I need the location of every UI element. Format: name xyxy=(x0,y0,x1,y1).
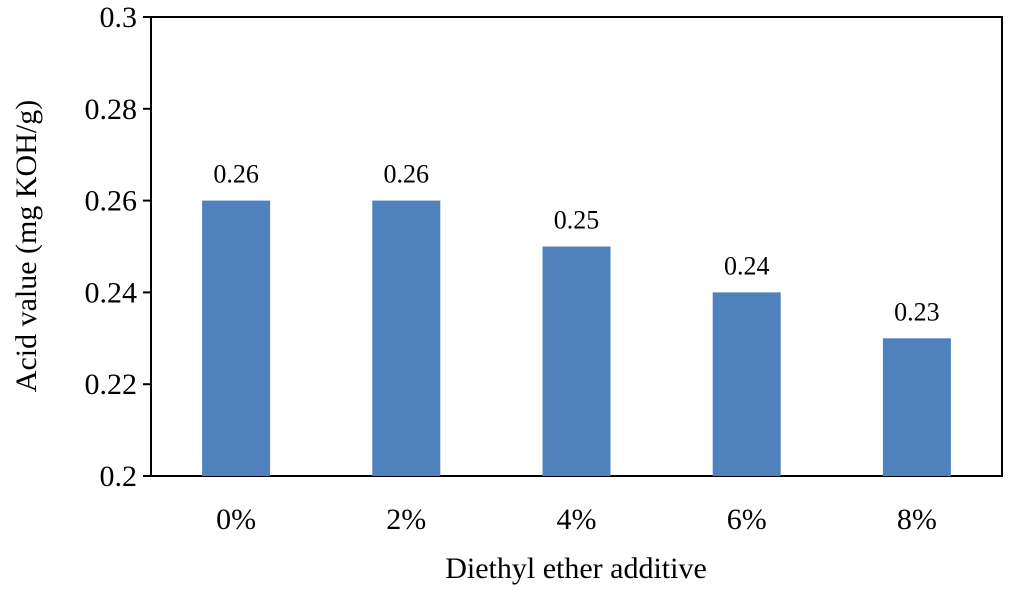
y-tick-label: 0.3 xyxy=(100,1,138,34)
y-tick-label: 0.22 xyxy=(85,368,138,401)
x-tick-label: 6% xyxy=(727,503,767,536)
y-axis-ticks: 0.2 0.22 0.24 0.26 0.28 0.3 xyxy=(85,1,151,493)
y-tick-label: 0.24 xyxy=(85,276,138,309)
bar xyxy=(372,200,441,476)
data-label: 0.24 xyxy=(724,251,770,280)
data-label: 0.23 xyxy=(894,297,940,326)
bar xyxy=(712,292,781,476)
data-labels: 0.26 0.26 0.25 0.24 0.23 xyxy=(213,160,939,327)
y-axis-title: Acid value (mg KOH/g) xyxy=(10,100,43,392)
y-tick-label: 0.28 xyxy=(85,93,138,126)
x-tick-label: 2% xyxy=(386,503,426,536)
data-label: 0.26 xyxy=(213,160,259,189)
bar xyxy=(202,200,271,476)
bar xyxy=(882,338,951,476)
bars xyxy=(202,200,951,476)
data-label: 0.26 xyxy=(384,160,430,189)
x-axis-tick-labels: 0% 2% 4% 6% 8% xyxy=(216,503,937,536)
x-tick-label: 0% xyxy=(216,503,256,536)
y-tick-label: 0.26 xyxy=(85,185,138,218)
data-label: 0.25 xyxy=(554,206,600,235)
bar xyxy=(542,246,611,476)
x-axis-title: Diethyl ether additive xyxy=(445,552,707,585)
y-tick-label: 0.2 xyxy=(100,460,138,493)
x-tick-label: 4% xyxy=(557,503,597,536)
x-tick-label: 8% xyxy=(897,503,937,536)
